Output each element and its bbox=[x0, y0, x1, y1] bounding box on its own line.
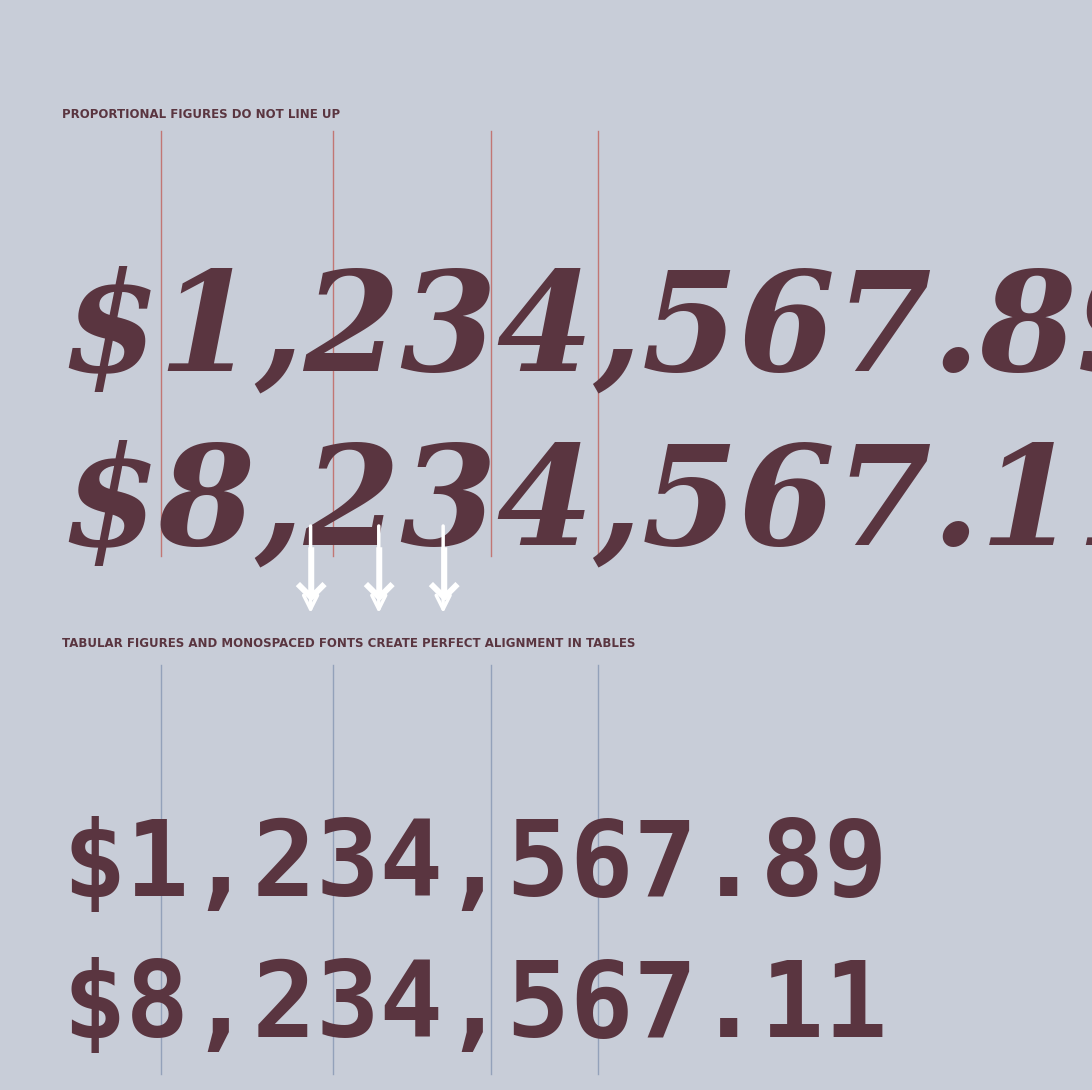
Text: ↓: ↓ bbox=[348, 546, 410, 615]
Text: TABULAR FIGURES AND MONOSPACED FONTS CREATE PERFECT ALIGNMENT IN TABLES: TABULAR FIGURES AND MONOSPACED FONTS CRE… bbox=[62, 637, 636, 650]
Text: ↓: ↓ bbox=[413, 546, 474, 615]
Text: $8,234,567.11: $8,234,567.11 bbox=[62, 440, 1092, 573]
Text: $1,234,567.89: $1,234,567.89 bbox=[62, 815, 888, 918]
Text: PROPORTIONAL FIGURES DO NOT LINE UP: PROPORTIONAL FIGURES DO NOT LINE UP bbox=[62, 108, 341, 121]
Text: ↓: ↓ bbox=[281, 546, 341, 615]
Text: $1,234,567.89: $1,234,567.89 bbox=[62, 266, 1092, 399]
Text: $8,234,567.11: $8,234,567.11 bbox=[62, 957, 888, 1059]
